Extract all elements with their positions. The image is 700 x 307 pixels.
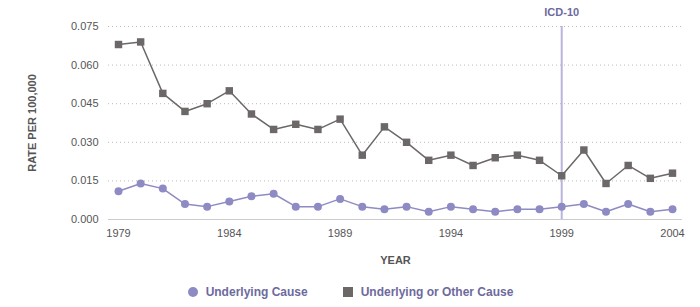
- svg-text:0.045: 0.045: [71, 97, 99, 109]
- svg-text:0.000: 0.000: [71, 213, 99, 225]
- svg-text:1984: 1984: [217, 227, 241, 239]
- svg-text:0.060: 0.060: [71, 59, 99, 71]
- html-text:Underlying or Other Cause: Underlying or Other Cause: [360, 285, 514, 299]
- svg-text:1999: 1999: [549, 227, 573, 239]
- svg-text:RATE PER 100,000: RATE PER 100,000: [26, 74, 38, 172]
- svg-text:1989: 1989: [328, 227, 352, 239]
- svg-text:2004: 2004: [660, 227, 684, 239]
- svg-text:1994: 1994: [439, 227, 463, 239]
- svg-text:0.015: 0.015: [71, 174, 99, 186]
- svg-text:1979: 1979: [106, 227, 130, 239]
- svg-text:ICD-10: ICD-10: [544, 6, 579, 18]
- html-text:Underlying Cause: Underlying Cause: [205, 285, 308, 299]
- svg-text:0.030: 0.030: [71, 136, 99, 148]
- svg-text:0.075: 0.075: [71, 20, 99, 32]
- svg-text:YEAR: YEAR: [380, 254, 411, 266]
